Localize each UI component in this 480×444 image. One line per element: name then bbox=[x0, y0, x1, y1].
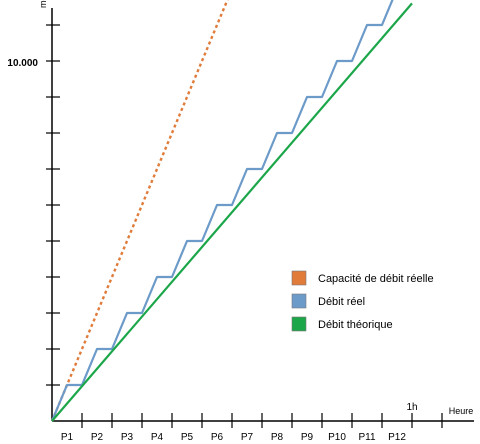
legend-swatch bbox=[291, 316, 307, 332]
x-tick-label: P9 bbox=[301, 432, 314, 443]
series-line bbox=[50, 0, 394, 422]
legend-swatch bbox=[291, 270, 307, 286]
x-tick-label: P2 bbox=[91, 432, 104, 443]
y-ticks bbox=[46, 24, 60, 386]
x-tick-label: P12 bbox=[388, 432, 406, 443]
x-ticks: P1 P2 P3 P4 P5 P6 P7 P8 P9 P10 P11 P12 bbox=[61, 413, 443, 443]
x-marker-label: 1h bbox=[406, 402, 417, 413]
legend-swatch bbox=[291, 293, 307, 309]
legend-label: Débit réel bbox=[318, 296, 365, 308]
x-axis-label: Heure bbox=[449, 406, 474, 416]
x-tick-label: P3 bbox=[121, 432, 134, 443]
x-tick-label: P11 bbox=[358, 432, 375, 443]
axes bbox=[51, 8, 474, 422]
x-tick-label: P4 bbox=[151, 432, 164, 443]
x-tick-label: P8 bbox=[271, 432, 284, 443]
series-layer bbox=[50, 0, 413, 422]
y-tick-label: 10.000 bbox=[7, 58, 38, 69]
legend: Capacité de débit réelle Débit réel Débit … bbox=[291, 270, 434, 332]
x-tick-label: P7 bbox=[241, 432, 254, 443]
x-tick-label: P6 bbox=[211, 432, 224, 443]
x-tick-label: P5 bbox=[181, 432, 194, 443]
y-axis-label: messages bbox=[38, 0, 48, 8]
x-tick-label: P10 bbox=[328, 432, 346, 443]
x-tick-label: P1 bbox=[61, 432, 74, 443]
legend-label: Capacité de débit réelle bbox=[318, 273, 434, 285]
series-line bbox=[50, 0, 229, 422]
series-line bbox=[51, 2, 413, 422]
legend-label: Débit théorique bbox=[318, 319, 393, 331]
